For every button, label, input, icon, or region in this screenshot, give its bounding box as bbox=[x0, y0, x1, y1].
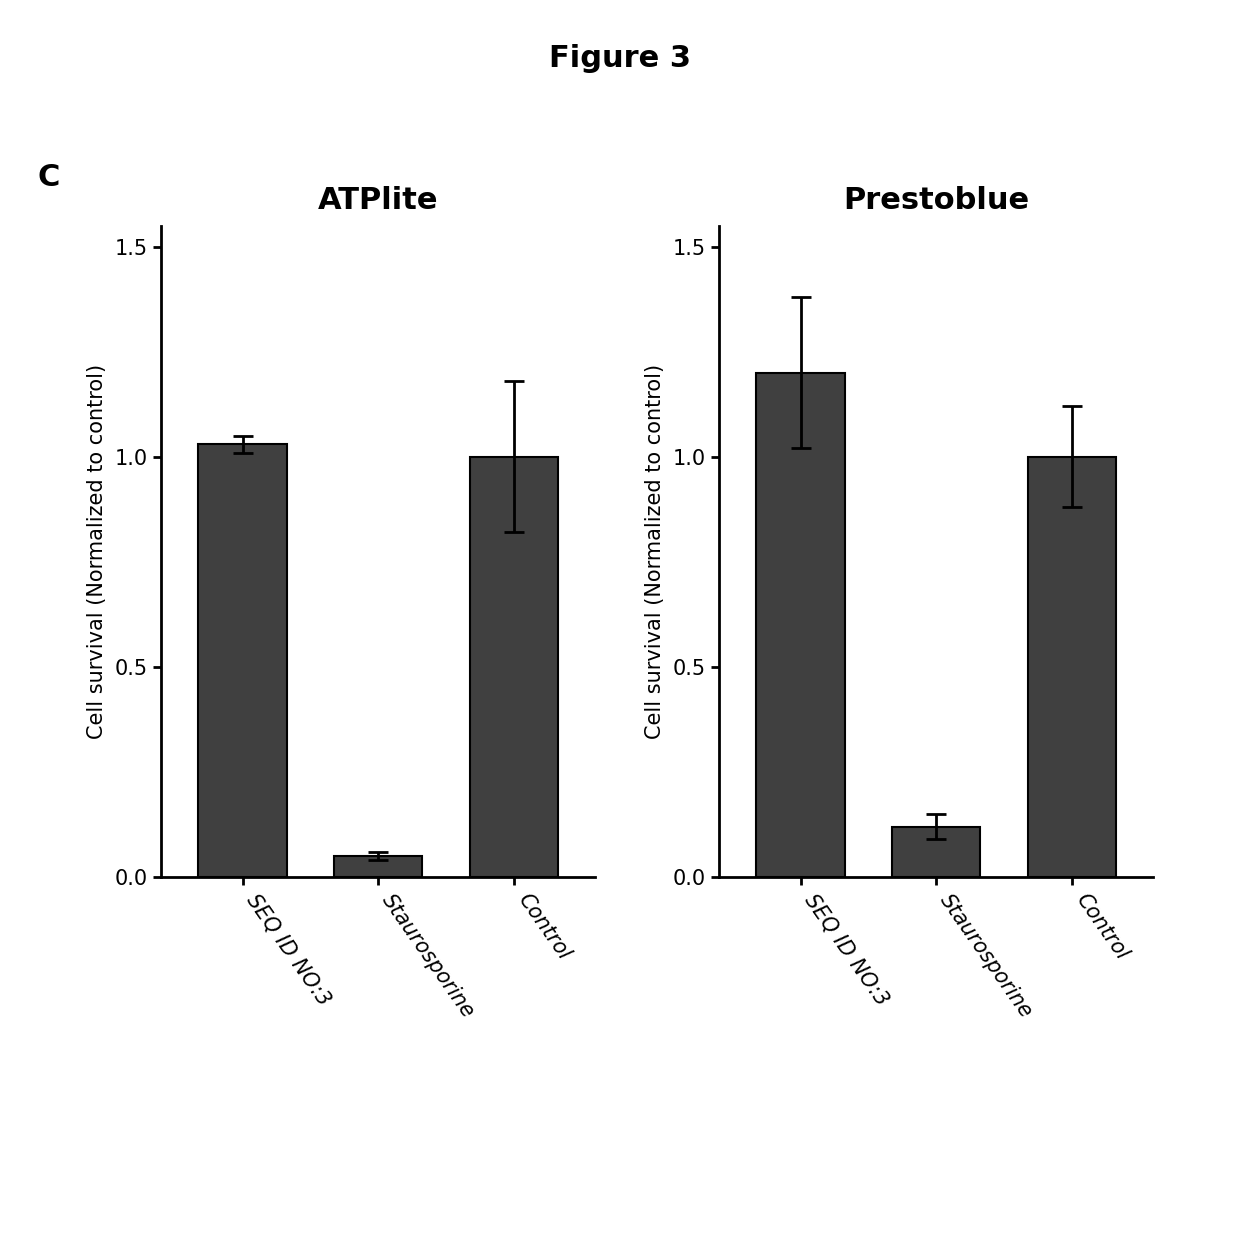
Title: Prestoblue: Prestoblue bbox=[843, 185, 1029, 214]
Bar bbox=[334, 856, 423, 877]
Title: ATPlite: ATPlite bbox=[317, 185, 439, 214]
Bar bbox=[892, 827, 981, 877]
Bar bbox=[198, 444, 286, 877]
Text: Figure 3: Figure 3 bbox=[549, 44, 691, 73]
Bar bbox=[470, 457, 558, 877]
Y-axis label: Cell survival (Normalized to control): Cell survival (Normalized to control) bbox=[87, 363, 107, 739]
Y-axis label: Cell survival (Normalized to control): Cell survival (Normalized to control) bbox=[645, 363, 665, 739]
Text: C: C bbox=[37, 163, 60, 192]
Bar bbox=[1028, 457, 1116, 877]
Bar bbox=[756, 372, 844, 877]
